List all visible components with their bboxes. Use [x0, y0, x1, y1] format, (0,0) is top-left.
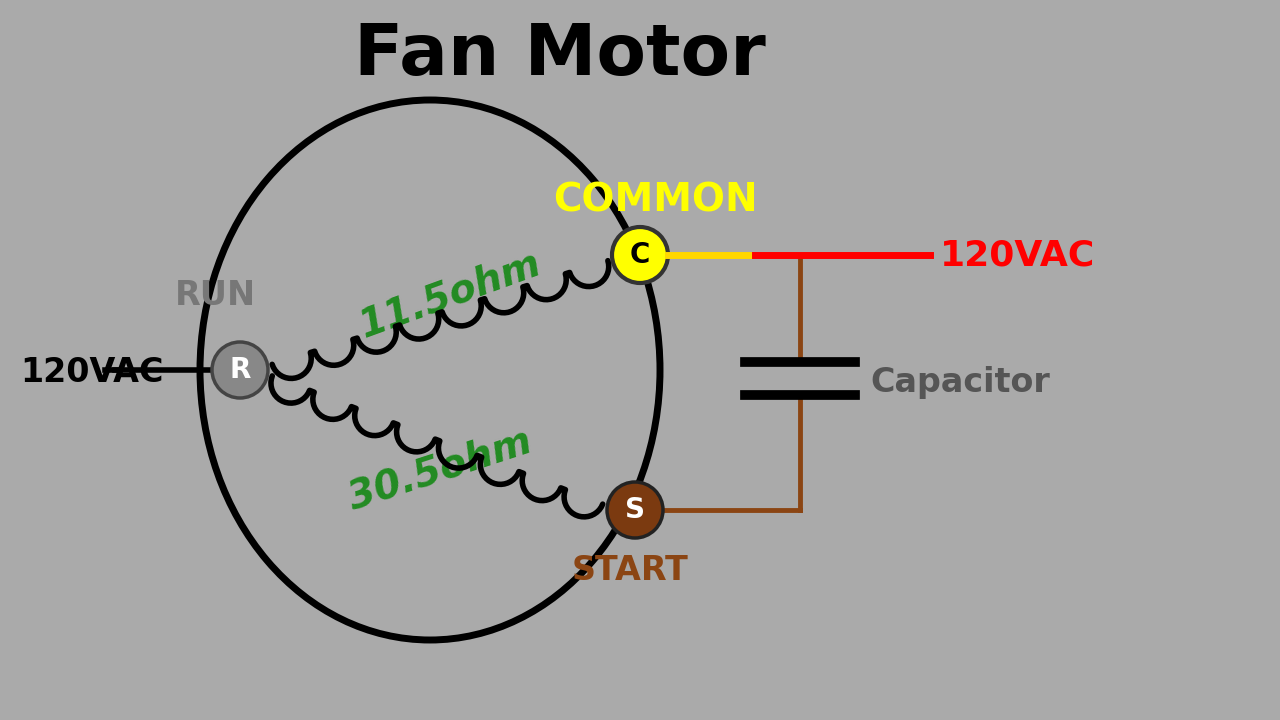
- Text: COMMON: COMMON: [553, 181, 758, 219]
- Text: S: S: [625, 496, 645, 524]
- Text: 120VAC: 120VAC: [940, 238, 1096, 272]
- Text: 11.5ohm: 11.5ohm: [355, 245, 547, 346]
- Text: Capacitor: Capacitor: [870, 366, 1050, 398]
- Text: 30.5ohm: 30.5ohm: [343, 423, 536, 518]
- Text: Fan Motor: Fan Motor: [355, 20, 765, 89]
- Text: 120VAC: 120VAC: [20, 356, 164, 389]
- Circle shape: [212, 342, 268, 398]
- Circle shape: [612, 227, 668, 283]
- Text: C: C: [630, 241, 650, 269]
- Ellipse shape: [200, 100, 660, 640]
- Text: R: R: [229, 356, 251, 384]
- Circle shape: [607, 482, 663, 538]
- Text: START: START: [572, 554, 689, 587]
- Text: RUN: RUN: [174, 279, 256, 312]
